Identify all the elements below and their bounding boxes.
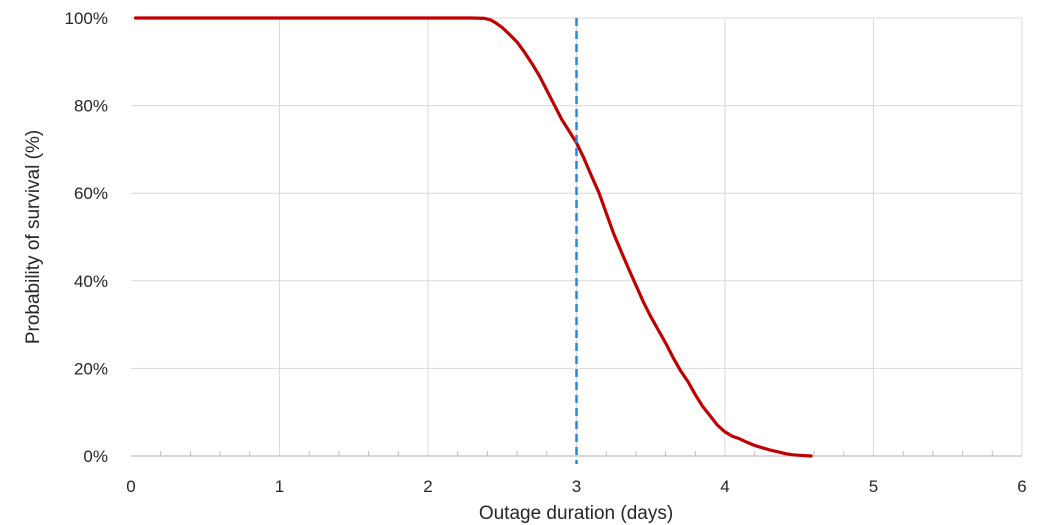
x-tick-label: 2 xyxy=(423,477,432,496)
x-tick-labels: 0 1 2 3 4 5 6 xyxy=(126,477,1026,496)
x-tick-label: 5 xyxy=(869,477,878,496)
x-tick-label: 1 xyxy=(275,477,284,496)
survival-curve xyxy=(133,16,813,458)
x-tick-label: 6 xyxy=(1017,477,1026,496)
y-axis-title: Probability of survival (%) xyxy=(23,130,44,344)
y-tick-label: 100% xyxy=(65,9,108,28)
x-tick-label: 3 xyxy=(572,477,581,496)
x-axis-title: Outage duration (days) xyxy=(479,503,673,524)
y-tick-label: 0% xyxy=(83,447,108,466)
series-layer xyxy=(133,16,813,458)
y-tick-label: 60% xyxy=(74,184,108,203)
x-tick-label: 4 xyxy=(720,477,729,496)
x-tick-label: 0 xyxy=(126,477,135,496)
y-tick-label: 40% xyxy=(74,272,108,291)
y-tick-labels: 0% 20% 40% 60% 80% 100% xyxy=(65,9,108,466)
y-tick-label: 20% xyxy=(74,359,108,378)
y-tick-label: 80% xyxy=(74,97,108,116)
